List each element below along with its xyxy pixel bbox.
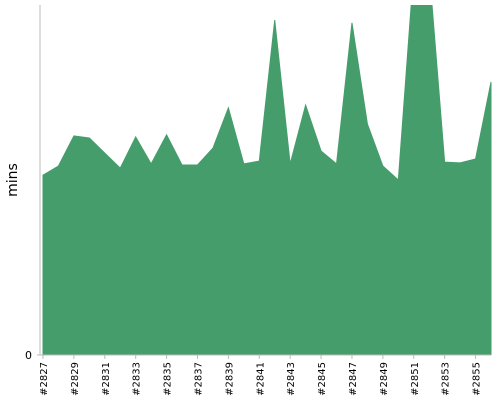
x-tick-label: #2829 <box>70 362 81 396</box>
y-axis-label: mins <box>5 163 21 197</box>
area <box>42 5 492 355</box>
x-tick-label: #2847 <box>348 362 359 396</box>
x-tick-label: #2845 <box>317 362 328 396</box>
x-tick-label: #2831 <box>101 362 112 396</box>
y-tick-label: 0 <box>25 349 32 362</box>
plot-area <box>42 5 492 355</box>
x-tick-label: #2833 <box>132 362 143 396</box>
x-tick-label: #2841 <box>255 362 266 396</box>
x-tick-label: #2837 <box>193 362 204 396</box>
x-tick-label: #2827 <box>39 362 50 396</box>
x-tick-label: #2853 <box>441 362 452 396</box>
x-tick-label: #2855 <box>472 362 483 396</box>
x-tick-label: #2851 <box>410 362 421 396</box>
x-tick-label: #2843 <box>286 362 297 396</box>
x-tick-label: #2839 <box>224 362 235 396</box>
x-tick-label: #2835 <box>163 362 174 396</box>
x-tick-label: #2849 <box>379 362 390 396</box>
